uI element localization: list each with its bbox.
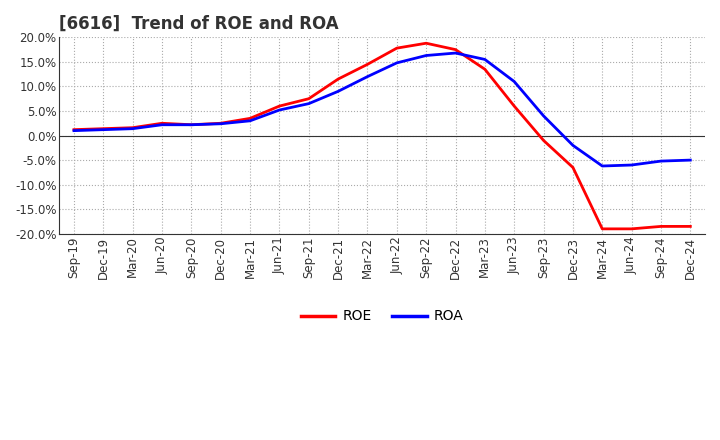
ROE — [246, 116, 254, 121]
ROE — [99, 126, 107, 131]
ROE — [510, 103, 518, 109]
ROE — [422, 40, 431, 46]
ROE — [305, 96, 313, 101]
ROE — [480, 66, 489, 72]
ROE — [128, 125, 137, 130]
ROE — [217, 121, 225, 126]
ROA — [392, 60, 401, 66]
ROA — [187, 122, 196, 128]
ROE — [334, 77, 343, 82]
ROA — [363, 74, 372, 79]
ROE — [158, 121, 166, 126]
ROA — [158, 122, 166, 128]
ROA — [510, 79, 518, 84]
Text: [6616]  Trend of ROE and ROA: [6616] Trend of ROE and ROA — [59, 15, 339, 33]
Legend: ROE, ROA: ROE, ROA — [295, 304, 469, 329]
ROE — [657, 224, 665, 229]
ROA — [598, 163, 606, 169]
ROA — [480, 57, 489, 62]
ROA — [627, 162, 636, 168]
ROA — [128, 126, 137, 131]
ROA — [334, 89, 343, 94]
ROE — [70, 127, 78, 132]
ROA — [70, 128, 78, 133]
ROA — [217, 121, 225, 126]
ROA — [275, 107, 284, 113]
ROA — [99, 127, 107, 132]
ROA — [539, 113, 548, 118]
Line: ROE: ROE — [74, 43, 690, 229]
ROA — [686, 158, 695, 163]
ROE — [627, 226, 636, 231]
ROE — [598, 226, 606, 231]
ROA — [305, 101, 313, 106]
ROA — [451, 51, 460, 56]
Line: ROA: ROA — [74, 53, 690, 166]
ROE — [686, 224, 695, 229]
ROE — [363, 62, 372, 67]
ROE — [569, 165, 577, 170]
ROE — [275, 103, 284, 109]
ROA — [657, 158, 665, 164]
ROE — [392, 45, 401, 51]
ROE — [539, 138, 548, 143]
ROA — [569, 143, 577, 148]
ROE — [187, 122, 196, 128]
ROA — [422, 53, 431, 58]
ROA — [246, 118, 254, 124]
ROE — [451, 47, 460, 52]
